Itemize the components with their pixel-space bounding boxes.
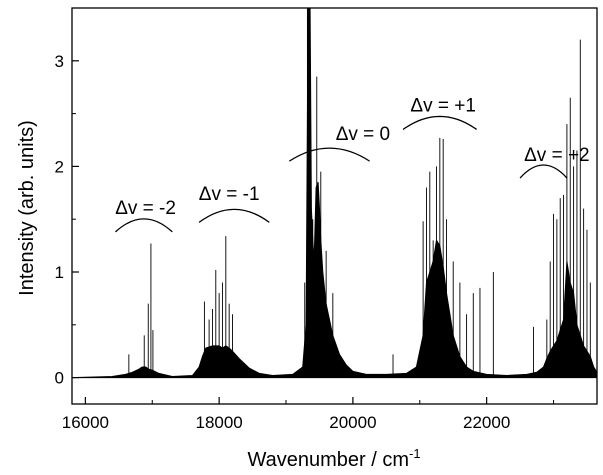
annotation-label-3: Δv = +1 — [410, 95, 476, 116]
x-tick-label-3: 22000 — [463, 413, 510, 432]
annotation-arc-4 — [519, 164, 568, 179]
x-axis-title: Wavenumber / cm-1 — [247, 446, 420, 471]
y-tick-label-2: 2 — [55, 157, 64, 176]
y-tick-label-3: 3 — [55, 52, 64, 71]
annotation-arc-2 — [289, 147, 370, 162]
annotation-layer: Δv = -2 Δv = -1 Δv = 0 Δv = +1 Δv = +2 — [115, 95, 590, 233]
annotation-label-1: Δv = -1 — [199, 184, 260, 205]
series-line-0 — [71, 7, 598, 379]
annotation-label-0: Δv = -2 — [115, 198, 176, 219]
plot-frame — [71, 7, 598, 405]
y-axis-title: Intensity (arb. units) — [16, 120, 38, 296]
annotation-arc-0 — [115, 218, 173, 233]
x-axis-title-superscript: -1 — [409, 446, 421, 461]
annotation-arc-1 — [198, 208, 270, 223]
tick-layer: 16000 18000 20000 22000 0 1 2 3 — [55, 52, 555, 432]
x-tick-label-2: 20000 — [329, 413, 376, 432]
x-tick-label-0: 16000 — [62, 413, 109, 432]
y-tick-label-1: 1 — [55, 263, 64, 282]
plot-layer — [71, 7, 598, 379]
x-tick-label-1: 18000 — [195, 413, 242, 432]
y-tick-label-0: 0 — [55, 369, 64, 388]
annotation-label-2: Δv = 0 — [336, 124, 390, 145]
x-axis-title-text: Wavenumber / cm — [247, 449, 409, 471]
annotation-label-4: Δv = +2 — [524, 145, 590, 166]
annotation-arc-3 — [402, 115, 477, 130]
